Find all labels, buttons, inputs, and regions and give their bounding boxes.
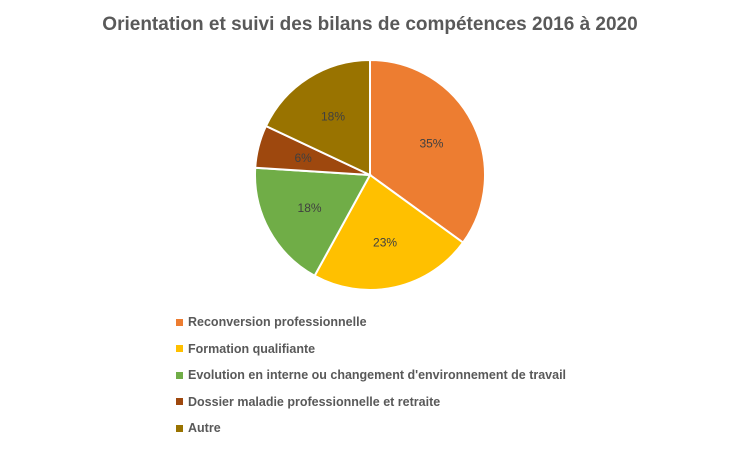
data-label-reconversion-professionnelle: 35%	[419, 137, 443, 151]
legend-item-evolution-en-interne-ou-changement-d-environnement-de-travail: Evolution en interne ou changement d'env…	[176, 362, 566, 389]
data-label-autre: 18%	[321, 110, 345, 124]
legend-swatch	[176, 424, 183, 432]
data-label-dossier-maladie-professionnelle-et-retraite: 6%	[294, 151, 312, 165]
pie-slice-evolution-en-interne-ou-changement-d-environnement-de-travail	[254, 166, 372, 278]
data-label-formation-qualifiante: 23%	[373, 235, 397, 249]
pie-slice-autre	[264, 58, 371, 177]
chart-title: Orientation et suivi des bilans de compé…	[102, 14, 638, 35]
legend-label: Evolution en interne ou changement d'env…	[188, 368, 567, 383]
legend-swatch	[176, 345, 183, 353]
legend-label: Dossier maladie professionnelle et retra…	[188, 394, 441, 409]
legend-item-autre: Autre	[176, 415, 566, 442]
legend-item-formation-qualifiante: Formation qualifiante	[176, 336, 566, 363]
pie-slice-reconversion-professionnelle	[369, 58, 486, 244]
legend-label: Reconversion professionnelle	[188, 315, 367, 330]
legend-item-reconversion-professionnelle: Reconversion professionnelle	[176, 309, 566, 336]
legend-label: Formation qualifiante	[188, 341, 316, 356]
legend-swatch	[176, 398, 183, 406]
chart-legend: Reconversion professionnelle Formation qu…	[176, 309, 566, 442]
legend-item-dossier-maladie-professionnelle-et-retraite: Dossier maladie professionnelle et retra…	[176, 389, 566, 416]
legend-swatch	[176, 371, 183, 379]
data-label-evolution-en-interne-ou-changement-d-environnement-de-travail: 18%	[298, 201, 322, 215]
legend-label: Autre	[188, 421, 221, 436]
legend-swatch	[176, 318, 183, 326]
pie-slice-formation-qualifiante	[313, 173, 465, 291]
